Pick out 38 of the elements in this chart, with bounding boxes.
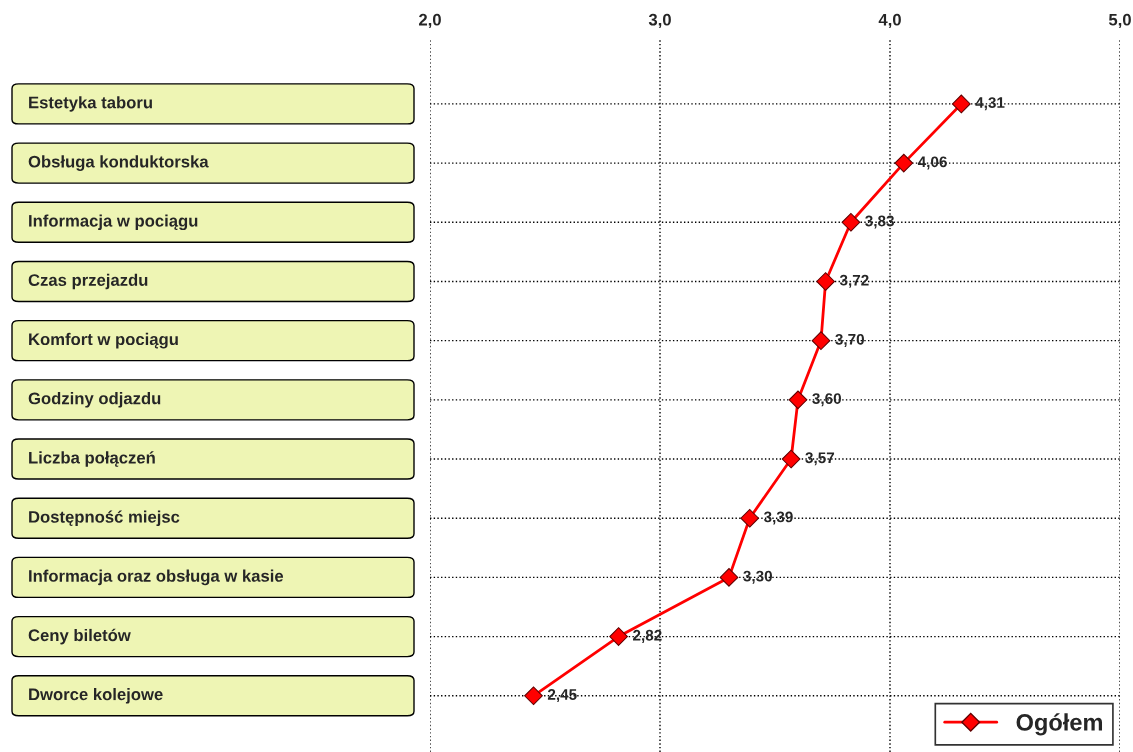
y-tick-label: Dworce kolejowe (29, 688, 163, 704)
data-label: 3,60 (812, 393, 841, 407)
data-label: 4,31 (975, 97, 1005, 111)
point (740, 508, 760, 528)
y-tick-label: Dostępność miejsc (29, 510, 180, 527)
point (816, 272, 835, 291)
point (951, 94, 971, 114)
y-tick-label: Informacja w pociągu (29, 214, 198, 231)
point (811, 331, 831, 351)
y-tick-label: Estetyka taboru (29, 96, 152, 112)
y-tick-label: Obsługa konduktorska (28, 155, 209, 171)
x-tick-label: 3,0 (648, 13, 671, 29)
data-label: 3,70 (835, 333, 864, 347)
y-tick-label: Komfort w pociągu (29, 332, 178, 349)
legend-label: Ogółem (1016, 713, 1103, 736)
x-tick-label: 2,0 (418, 13, 441, 29)
data-label: 2,45 (547, 689, 577, 703)
y-tick-label: Czas przejazdu (28, 273, 148, 290)
data-label: 3,57 (805, 452, 835, 466)
point (841, 212, 861, 232)
data-label: 3,83 (865, 215, 894, 229)
y-tick-label: Godziny odjazdu (28, 392, 161, 408)
point (788, 390, 808, 410)
y-tick-label: Liczba połączeń (29, 451, 155, 467)
data-label: 3,72 (839, 274, 869, 288)
y-tick-label: Informacja oraz obsługa w kasie (29, 569, 284, 586)
y-tick-label: Ceny biletów (28, 628, 131, 645)
data-label: 3,39 (763, 511, 793, 525)
point (781, 449, 801, 469)
point (719, 568, 739, 587)
point (894, 153, 914, 173)
x-tick-label: 5,0 (1108, 13, 1131, 29)
x-tick-label: 4,0 (878, 13, 901, 29)
point (524, 686, 543, 706)
data-label: 4,06 (917, 156, 947, 170)
data-label: 3,30 (743, 570, 772, 584)
data-label: 2,82 (633, 629, 662, 643)
point (609, 627, 628, 646)
